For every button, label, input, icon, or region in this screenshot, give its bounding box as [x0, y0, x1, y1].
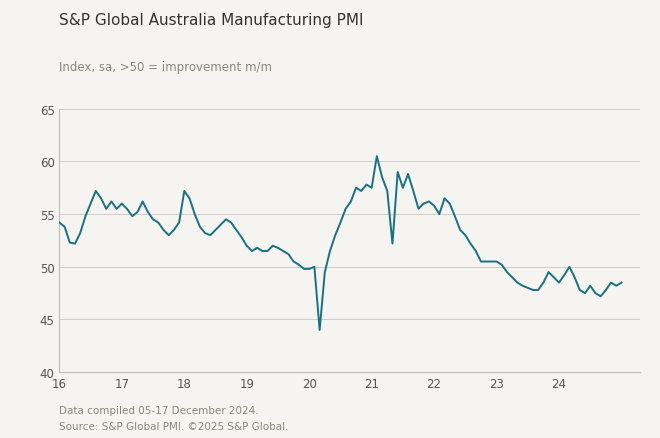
Text: Source: S&P Global PMI. ©2025 S&P Global.: Source: S&P Global PMI. ©2025 S&P Global… — [59, 421, 289, 431]
Text: S&P Global Australia Manufacturing PMI: S&P Global Australia Manufacturing PMI — [59, 13, 364, 28]
Text: Data compiled 05-17 December 2024.: Data compiled 05-17 December 2024. — [59, 405, 259, 415]
Text: Index, sa, >50 = improvement m/m: Index, sa, >50 = improvement m/m — [59, 61, 273, 74]
